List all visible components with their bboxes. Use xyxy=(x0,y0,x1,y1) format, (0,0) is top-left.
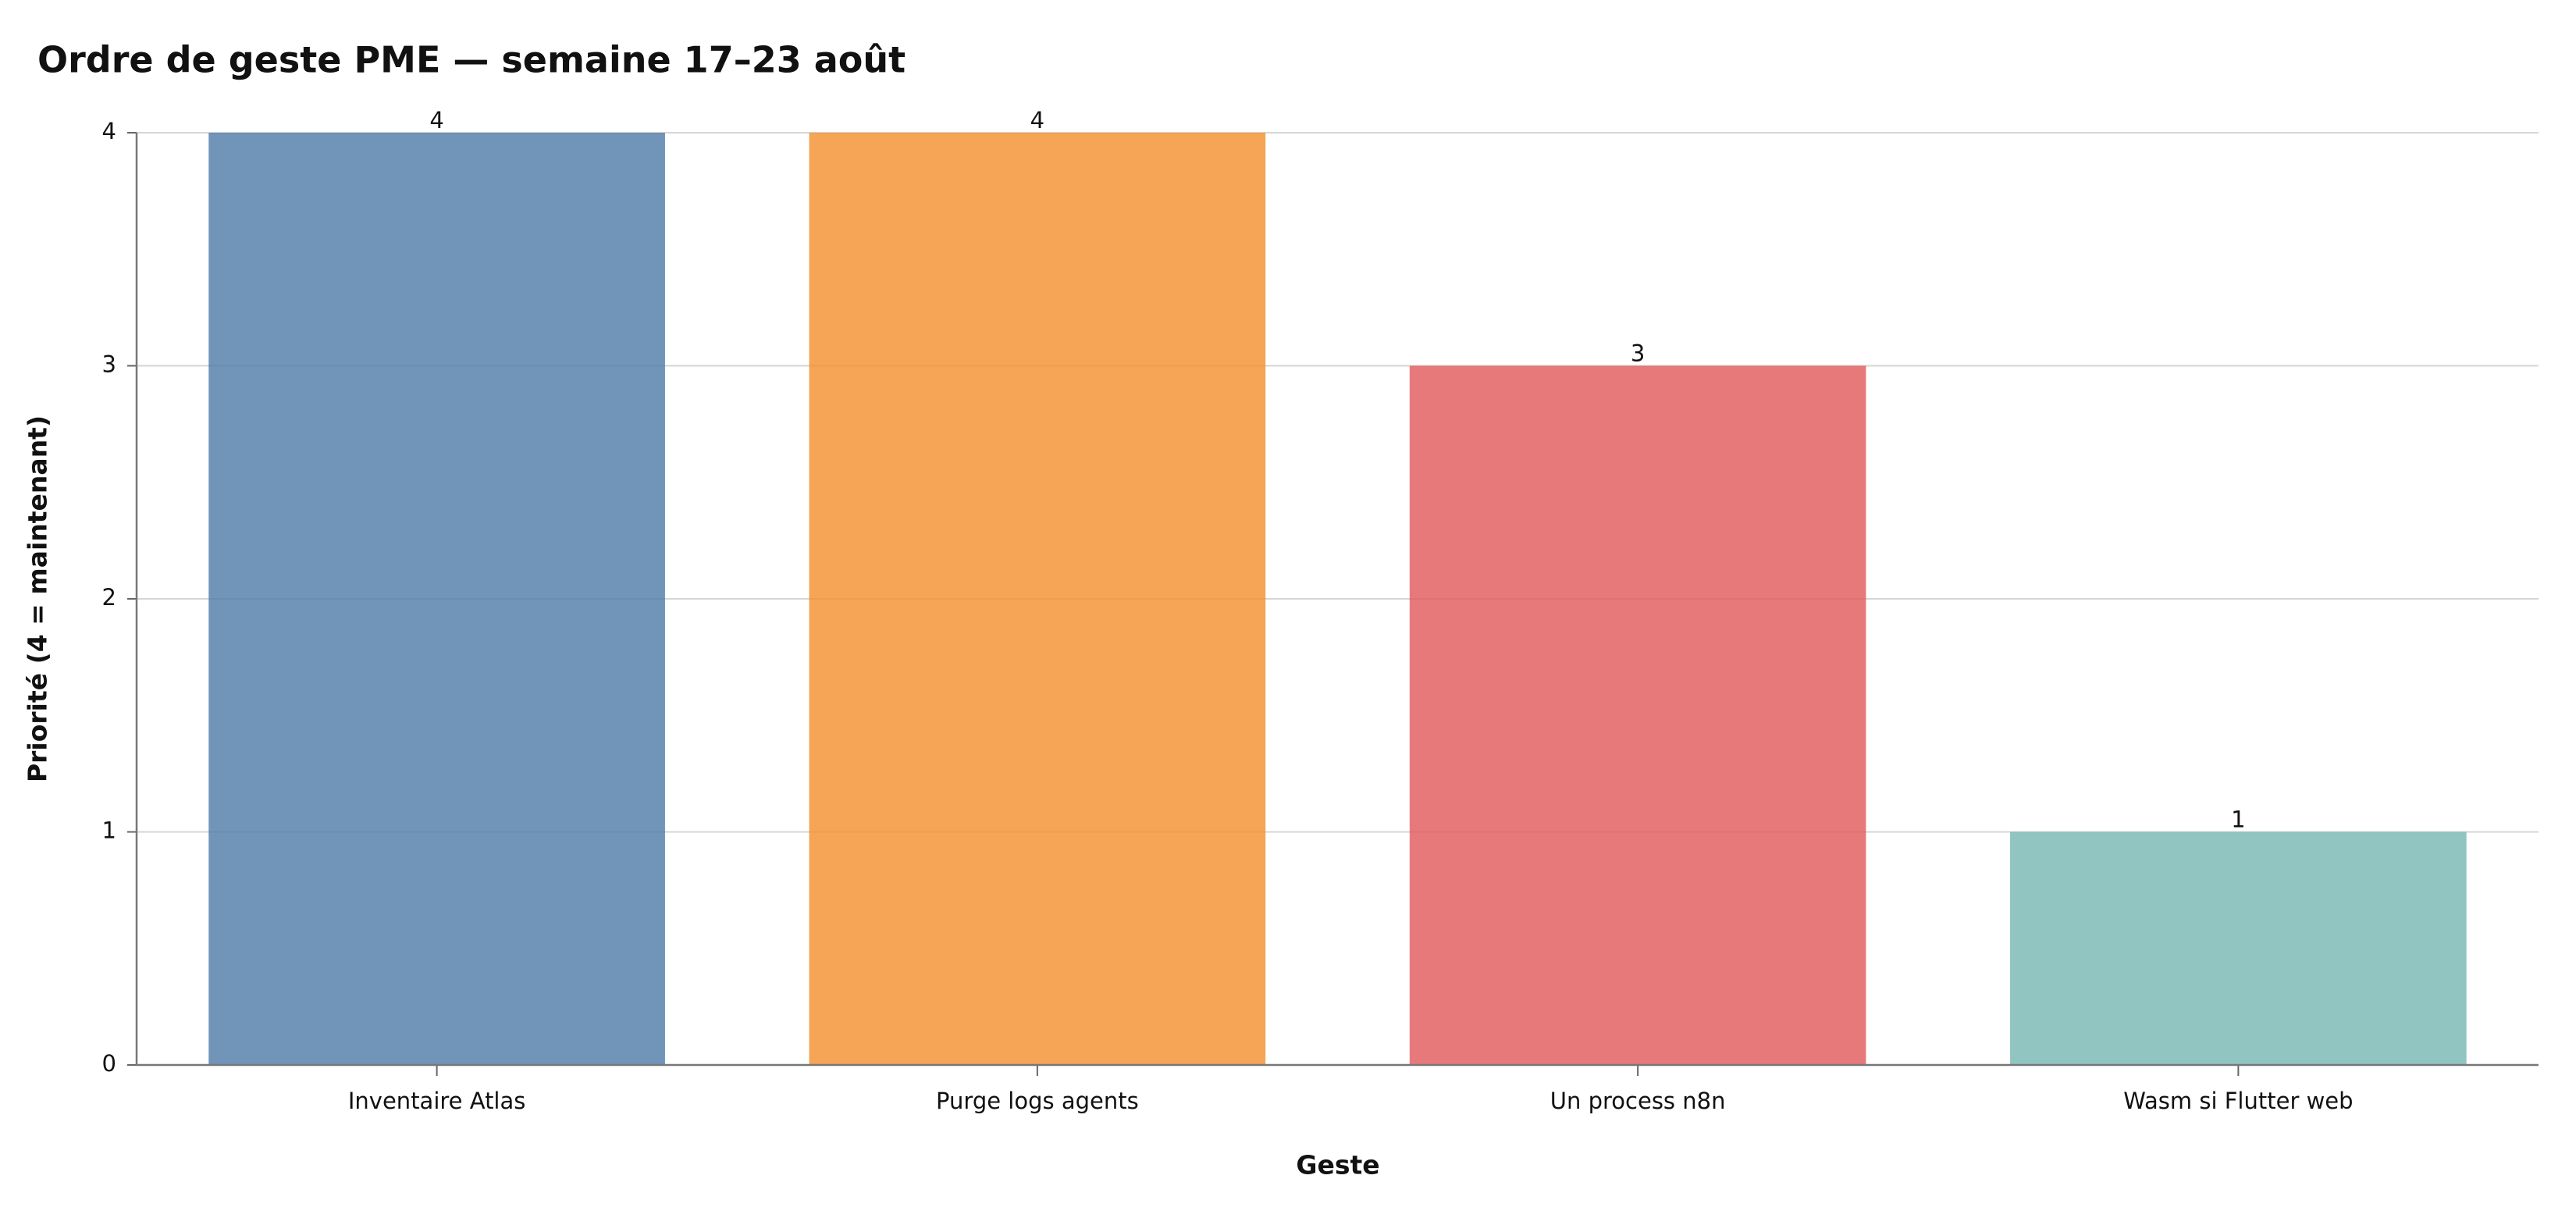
y-tick-label: 4 xyxy=(102,118,116,144)
x-tick-label: Purge logs agents xyxy=(936,1088,1139,1114)
chart-title: Ordre de geste PME — semaine 17–23 août xyxy=(37,39,906,81)
value-label: 4 xyxy=(1030,107,1044,134)
bar xyxy=(208,133,665,1065)
x-tick-label: Wasm si Flutter web xyxy=(2123,1088,2353,1114)
bar xyxy=(1409,365,1866,1065)
y-tick-label: 0 xyxy=(102,1050,116,1077)
value-label: 1 xyxy=(2231,807,2245,833)
x-tick-label: Un process n8n xyxy=(1550,1088,1726,1114)
value-label: 3 xyxy=(1631,340,1645,367)
x-axis-label: Geste xyxy=(1296,1150,1379,1181)
y-tick-label: 2 xyxy=(102,584,116,611)
y-axis-label: Priorité (4 = maintenant) xyxy=(23,415,53,782)
y-tick-label: 1 xyxy=(102,817,116,844)
y-tick-label: 3 xyxy=(102,351,116,378)
value-label: 4 xyxy=(429,107,443,134)
bar xyxy=(2010,832,2467,1065)
x-tick-label: Inventaire Atlas xyxy=(348,1088,526,1114)
bar xyxy=(809,133,1266,1065)
